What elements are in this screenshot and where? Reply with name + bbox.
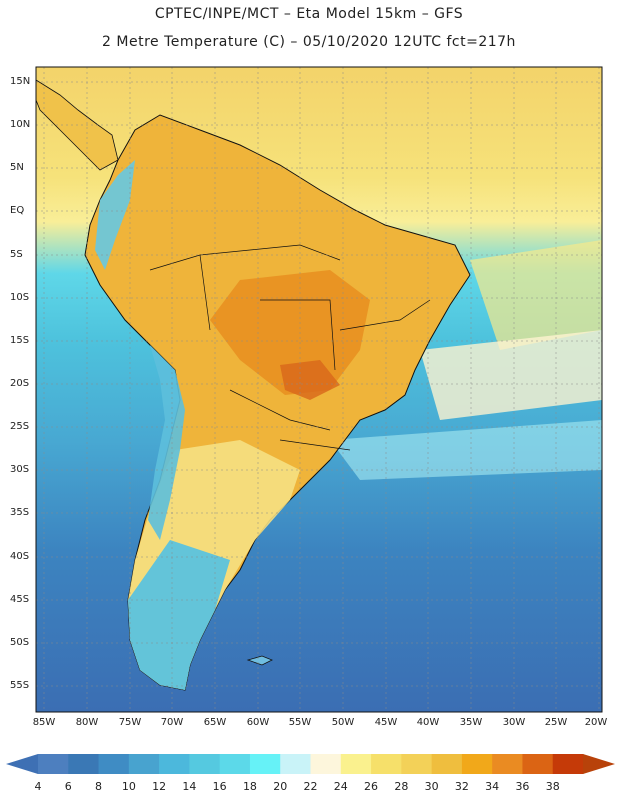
- lon-label: 65W: [203, 717, 227, 728]
- colorbar-label: 8: [95, 780, 103, 793]
- colorbar-cells: [38, 754, 584, 774]
- lon-label: 40W: [416, 717, 440, 728]
- colorbar-label: 24: [333, 780, 348, 793]
- colorbar-cell: [68, 754, 100, 774]
- lon-label: 55W: [288, 717, 312, 728]
- colorbar-label: 26: [364, 780, 379, 793]
- colorbar-cell: [492, 754, 523, 774]
- colorbar-cell: [38, 754, 69, 774]
- lat-label: 50S: [10, 637, 30, 648]
- colorbar-cell: [461, 754, 493, 774]
- lon-label: 85W: [32, 717, 56, 728]
- colorbar-label: 38: [545, 780, 560, 793]
- colorbar-cell: [552, 754, 584, 774]
- lat-label: 35S: [10, 507, 30, 518]
- temperature-colorbar: [6, 754, 615, 774]
- lon-label: 50W: [331, 717, 355, 728]
- southern-andes-cold-strip: [148, 345, 185, 540]
- chart-title-line1: CPTEC/INPE/MCT – Eta Model 15km – GFS: [154, 6, 464, 22]
- patagonia-cold-field: [128, 540, 230, 690]
- lon-label: 60W: [246, 717, 270, 728]
- midlat-atlantic-field: [330, 420, 602, 480]
- lon-label: 25W: [544, 717, 568, 728]
- colorbar-cell: [371, 754, 402, 774]
- lon-label: 75W: [118, 717, 142, 728]
- colorbar-label: 10: [121, 780, 136, 793]
- lon-label: 80W: [75, 717, 99, 728]
- colorbar-cell: [128, 754, 160, 774]
- lat-label: 10N: [10, 119, 31, 130]
- colorbar-cell: [522, 754, 554, 774]
- lat-lon-grid: [36, 67, 602, 712]
- hottest-core-field: [280, 360, 340, 400]
- colorbar-cell: [98, 754, 130, 774]
- lon-label: 45W: [374, 717, 398, 728]
- lon-label: 20W: [584, 717, 608, 728]
- lat-label: 15S: [10, 335, 30, 346]
- colorbar-cell: [280, 754, 311, 774]
- lat-label: EQ: [10, 205, 25, 216]
- colorbar-cell: [189, 754, 221, 774]
- subtropical-atlantic-field: [420, 330, 602, 420]
- colorbar-label: 4: [34, 780, 42, 793]
- chart-title-line2: 2 Metre Temperature (C) – 05/10/2020 12U…: [102, 34, 516, 50]
- colorbar-cell: [310, 754, 342, 774]
- colorbar-cell: [219, 754, 251, 774]
- lon-label: 70W: [160, 717, 184, 728]
- lat-label: 5N: [10, 162, 24, 173]
- falkland-islands: [246, 655, 273, 666]
- colorbar-cell: [159, 754, 190, 774]
- colorbar-label: 14: [182, 780, 197, 793]
- colorbar-label: 32: [454, 780, 469, 793]
- colorbar-label: 28: [394, 780, 409, 793]
- lat-label: 5S: [10, 249, 23, 260]
- lon-label: 35W: [459, 717, 483, 728]
- lat-label: 30S: [10, 464, 30, 475]
- colorbar-label: 12: [152, 780, 167, 793]
- colorbar-label: 18: [242, 780, 257, 793]
- colorbar-cell: [401, 754, 433, 774]
- colorbar-label: 34: [485, 780, 500, 793]
- lat-label: 20S: [10, 378, 30, 389]
- lat-label: 10S: [10, 292, 30, 303]
- colorbar-cell: [340, 754, 372, 774]
- colorbar-label: 30: [424, 780, 439, 793]
- colorbar-cell: [249, 754, 281, 774]
- lat-label: 40S: [10, 551, 30, 562]
- colorbar-label: 22: [303, 780, 318, 793]
- colorbar-low-arrow: [6, 754, 38, 774]
- lat-label: 25S: [10, 421, 30, 432]
- northern-andes-cold-strip: [95, 160, 135, 270]
- colorbar-label: 16: [212, 780, 227, 793]
- tropical-atlantic-field: [470, 240, 602, 350]
- colorbar-cell: [431, 754, 463, 774]
- colorbar-high-arrow: [583, 754, 615, 774]
- lat-label: 15N: [10, 76, 31, 87]
- country-borders: [149, 244, 431, 451]
- colorbar-label: 20: [273, 780, 288, 793]
- lon-label: 30W: [502, 717, 526, 728]
- colorbar-label: 6: [64, 780, 72, 793]
- colorbar-label: 36: [515, 780, 530, 793]
- lat-label: 45S: [10, 594, 30, 605]
- map-frame: [35, 66, 603, 713]
- lat-label: 55S: [10, 680, 30, 691]
